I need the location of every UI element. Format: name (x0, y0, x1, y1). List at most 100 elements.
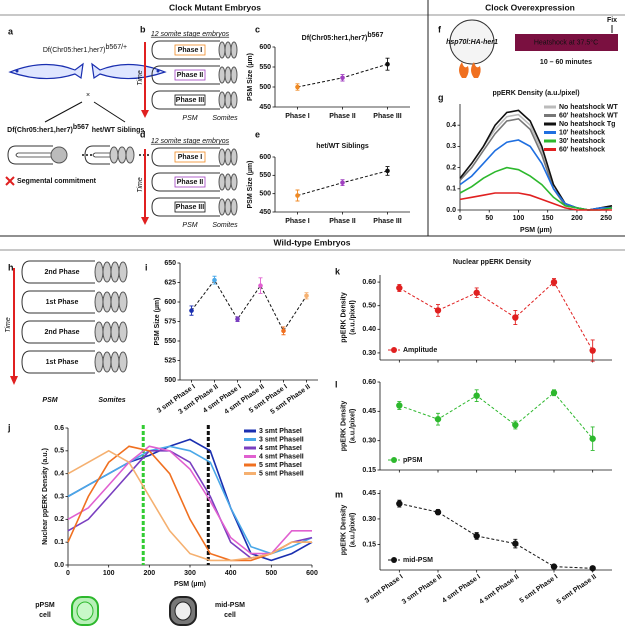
x-tick-label: 150 (542, 215, 554, 222)
series-line (67, 449, 312, 562)
arrow (44, 101, 83, 123)
panel-letter: b (140, 24, 146, 34)
label: Phase II (177, 72, 204, 79)
y-tick-label: 0.0 (446, 207, 456, 214)
x-tick-label: 4 smt Phase II (478, 573, 520, 606)
label: 10 – 60 minutes (540, 59, 592, 66)
arrow (93, 101, 126, 123)
legend-marker (391, 457, 397, 463)
data-point (512, 540, 519, 547)
data-point (281, 328, 286, 334)
somite (94, 321, 104, 343)
y-axis-label: (a.u./pixel) (349, 409, 356, 444)
x-tick-label: 100 (103, 570, 115, 577)
legend-label: No heatshock WT (559, 104, 618, 111)
panel-letter: a (8, 26, 14, 36)
y-tick-label: 550 (259, 64, 271, 71)
y-axis-label: PSM Size (µm) (154, 298, 161, 346)
legend-label: 60' heatshock WT (559, 112, 619, 119)
y-tick-label: 0.1 (446, 186, 456, 193)
somite (218, 41, 226, 59)
label: 12 somite stage embryos (151, 138, 230, 145)
label: Somites (212, 222, 238, 229)
somite (230, 173, 238, 191)
y-tick-label: 600 (259, 154, 271, 161)
somite (118, 291, 128, 313)
x-tick-label: 3 smt Phase II (401, 573, 443, 606)
data-point (340, 75, 345, 81)
somite (224, 41, 232, 59)
y-tick-label: 0.45 (362, 408, 376, 415)
panel-letter: d (140, 129, 146, 139)
embryo (151, 172, 220, 192)
notochord (15, 152, 53, 158)
panel-letter: k (335, 266, 341, 276)
somite (118, 321, 128, 343)
x-mark (5, 176, 15, 186)
somite (110, 351, 120, 373)
legend-label: 4 smt PhaseI (259, 445, 302, 452)
label: Phase I (178, 154, 203, 161)
somite (94, 291, 104, 313)
somite (224, 148, 232, 166)
data-point (512, 421, 519, 429)
dot (86, 154, 88, 156)
phase-box (174, 176, 206, 188)
label: cell (39, 612, 51, 619)
x-tick-label: 200 (143, 570, 155, 577)
somite (110, 261, 120, 283)
label: Somites (98, 397, 125, 404)
somite (230, 91, 238, 109)
data-point (550, 389, 558, 396)
y-tick-label: 0.30 (362, 516, 376, 523)
data-point (550, 278, 558, 286)
legend-label: mid-PSM (403, 557, 433, 564)
section-header: Wild-type Embryos (274, 237, 351, 247)
data-point (340, 180, 345, 185)
somite (109, 146, 119, 164)
legend-label: Amplitude (403, 347, 437, 354)
series-line (399, 281, 594, 351)
phase-box (174, 201, 206, 213)
label: 1st Phase (46, 359, 79, 366)
data-point (295, 84, 300, 90)
panel-letter: l (335, 379, 338, 389)
panel-letter: i (145, 262, 148, 272)
embryo (84, 145, 110, 165)
somite (102, 261, 112, 283)
legend-label: 3 smt PhaseII (259, 436, 304, 443)
data-point (434, 415, 442, 423)
somite (218, 148, 226, 166)
x-axis-label: PSM (µm) (174, 581, 206, 588)
somite (224, 173, 232, 191)
data-point (295, 193, 300, 198)
y-tick-label: 0.60 (362, 379, 376, 386)
data-point (304, 293, 309, 299)
x-tick-label: 400 (225, 570, 237, 577)
data-point (396, 402, 403, 409)
x-tick-label: Phase II (329, 218, 356, 225)
somites-mutant (50, 146, 68, 164)
y-tick-label: 0.30 (362, 438, 376, 445)
label: PSM (182, 222, 197, 229)
y-tick-label: 600 (164, 299, 176, 306)
label: PSM (182, 115, 197, 122)
data-point (550, 563, 558, 570)
somite (230, 198, 238, 216)
x-tick-label: 5 smt Phase I (519, 573, 560, 604)
data-point (473, 289, 480, 296)
legend-label: 60' heatshock (559, 146, 605, 153)
data-point (589, 347, 596, 354)
x-tick-label: 0 (66, 570, 70, 577)
label: Segmental commitment (17, 178, 97, 185)
label: Df(Chr05:her1,her7) (302, 35, 368, 42)
flame (459, 62, 469, 78)
x-tick-label: 500 (265, 570, 277, 577)
heatshock-box (515, 34, 618, 51)
y-tick-label: 0.3 (446, 143, 456, 150)
legend-label: 3 smt PhaseI (259, 428, 302, 435)
data-point (396, 284, 403, 292)
y-tick-label: 550 (259, 172, 271, 179)
series-line (459, 166, 613, 211)
embryo (151, 147, 220, 167)
